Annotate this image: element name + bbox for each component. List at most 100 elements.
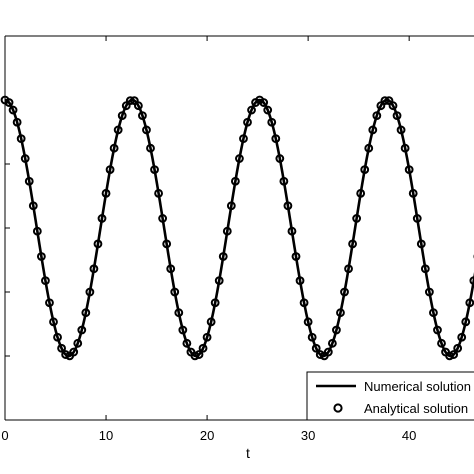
series-marker-analytical [340,287,349,297]
series-marker-analytical [263,105,273,115]
x-axis-label: t [246,445,250,461]
series-marker-analytical [101,188,111,198]
series-marker-analytical [283,201,293,211]
series-marker-analytical [28,201,38,211]
series-marker-analytical [429,308,438,318]
series-marker-analytical [461,317,471,327]
series-marker-analytical [190,351,200,361]
series-marker-analytical [4,98,14,107]
series-marker-analytical [287,226,297,236]
series-marker-analytical [416,239,426,249]
series-marker-analytical [323,347,333,357]
series-marker-analytical [41,276,50,286]
series-marker-analytical [113,125,123,135]
series-marker-analytical [271,134,281,144]
legend-label-analytical: Analytical solution [364,401,468,416]
series-marker-analytical [198,343,208,353]
series-marker-analytical [206,317,216,327]
series-marker-analytical [12,117,22,127]
series-marker-analytical [392,111,402,120]
series-marker-analytical [404,165,414,175]
series-marker-analytical [279,176,289,186]
series-marker-analytical [412,214,422,223]
series-marker-analytical [424,287,434,297]
series-marker-analytical [194,350,204,359]
series-marker-analytical [142,125,151,135]
series-marker-analytical [352,214,362,223]
series-marker-analytical [170,287,180,297]
series-marker-analytical [226,201,236,211]
series-marker-analytical [81,308,91,318]
series-marker-analytical [445,351,454,361]
series-marker-analytical [222,226,232,236]
series-marker-analytical [89,264,99,274]
series-marker-analytical [247,105,256,115]
series-marker-analytical [218,252,228,261]
series-marker-analytical [36,252,46,261]
series-marker-analytical [239,134,248,144]
series-marker-analytical [433,325,442,335]
series-marker-analytical [344,264,353,274]
series-marker-analytical [73,338,83,348]
series-marker-analytical [311,343,321,353]
series-marker-analytical [24,176,34,186]
series-marker-analytical [61,350,71,359]
series-marker-analytical [133,101,143,111]
legend: Numerical solution Analytical solution [306,371,474,421]
series-marker-analytical [32,226,42,236]
series-marker-analytical [291,252,301,261]
series-marker-analytical [457,332,467,342]
series-marker-analytical [158,214,168,223]
series-marker-analytical [162,239,172,249]
series-marker-analytical [449,350,459,359]
x-tick-label: 30 [301,428,315,443]
series-marker-analytical [243,117,252,127]
series-marker-analytical [368,125,378,135]
series-marker-analytical [332,325,341,335]
series-marker-analytical [327,338,337,348]
series-marker-analytical [315,350,325,359]
series-marker-analytical [117,111,127,120]
series-marker-analytical [154,188,163,198]
series-marker-analytical [336,308,345,318]
series-marker-analytical [182,338,192,348]
series-marker-analytical [465,298,474,308]
series-marker-analytical [356,188,366,198]
series-marker-analytical [210,298,220,308]
series-marker-analytical [53,332,62,342]
series-marker-analytical [166,264,176,274]
series-marker-analytical [307,332,317,342]
series-marker-analytical [97,214,107,223]
series-marker-analytical [235,154,244,163]
series-marker-analytical [214,276,224,286]
series-marker-analytical [77,325,87,335]
series-marker-analytical [93,239,103,249]
series-marker-analytical [303,317,313,327]
series-marker-analytical [380,96,390,106]
series-marker-analytical [299,298,309,308]
series-line-numerical [4,98,474,358]
series-marker-analytical [295,276,305,286]
series-marker-analytical [57,343,66,353]
series-marker-analytical [16,134,26,144]
series-marker-analytical [85,287,95,297]
series-marker-analytical [69,347,79,357]
x-tick-label: 0 [1,428,8,443]
series-marker-analytical [259,98,269,107]
series-marker-analytical [267,117,277,127]
series-marker-analytical [348,239,357,249]
plot-area [0,95,474,361]
series-marker-analytical [146,143,155,153]
series-marker-analytical [372,111,382,120]
series-marker-analytical [109,143,119,153]
series-marker-analytical [396,125,406,135]
series-marker-analytical [364,143,374,153]
series-marker-analytical [230,176,240,186]
series-marker-analytical [49,317,58,327]
series-marker-analytical [408,188,418,198]
series-marker-analytical [202,332,212,342]
legend-marker-swatch [333,403,343,413]
series-marker-analytical [437,338,446,348]
series-marker-analytical [275,154,285,163]
